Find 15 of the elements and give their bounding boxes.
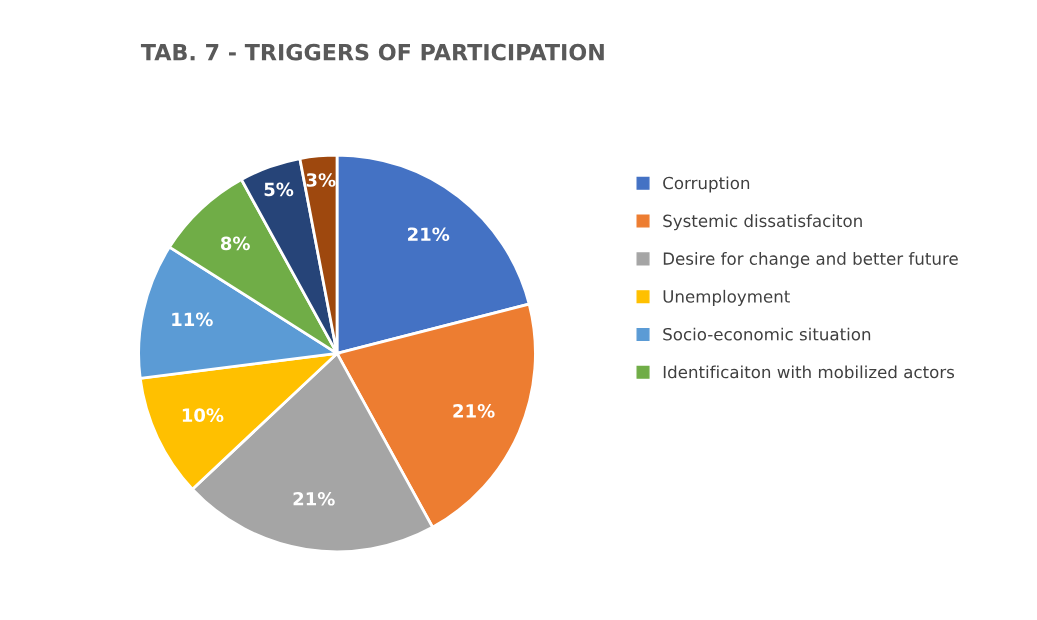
chart-title: TAB. 7 - TRIGGERS OF PARTICIPATION <box>140 43 604 61</box>
legend-label: Socio-economic situation <box>663 327 871 341</box>
legend-label: Corruption <box>663 176 750 193</box>
data-label: 21% <box>293 491 335 506</box>
legend-label: Identificaiton with mobilized actors <box>663 365 955 379</box>
data-label: 11% <box>172 312 213 327</box>
legend-label: Desire for change and better future <box>663 252 958 269</box>
data-label: 21% <box>408 227 450 242</box>
legend-label: Systemic dissatisfaciton <box>663 214 862 231</box>
data-label: 3% <box>306 173 336 187</box>
data-label: 8% <box>220 236 250 251</box>
legend-label: Unemployment <box>663 289 790 306</box>
data-label: 10% <box>182 408 224 422</box>
data-label: 5% <box>264 182 294 197</box>
data-label: 21% <box>453 404 495 418</box>
